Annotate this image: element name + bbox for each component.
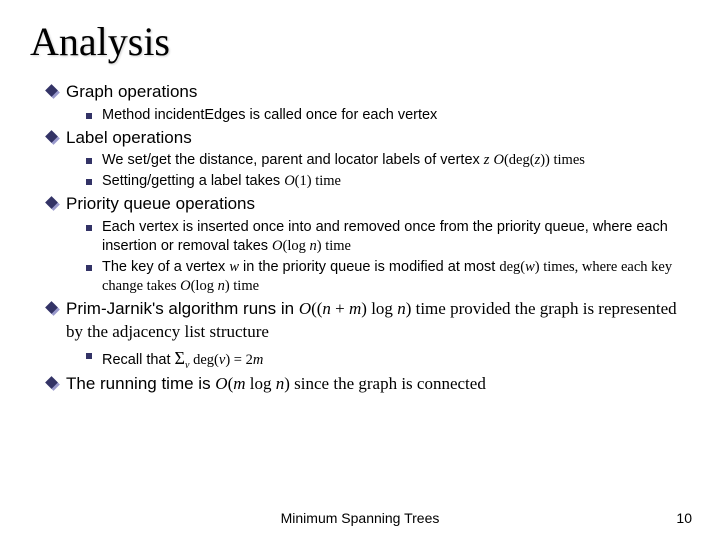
square-icon <box>86 179 92 185</box>
big-o: O <box>215 374 227 393</box>
t: The running time is <box>66 374 215 393</box>
bullet-label-operations: Label operations <box>46 127 690 150</box>
text-graph-sub1: Method incidentEdges is called once for … <box>102 106 437 126</box>
t: (1) time <box>295 173 341 189</box>
square-icon <box>86 113 92 119</box>
var-n: n <box>397 299 406 318</box>
var-n: n <box>218 278 225 294</box>
slide: Analysis Graph operations Method inciden… <box>0 0 720 396</box>
square-icon <box>86 225 92 231</box>
diamond-icon <box>46 86 58 98</box>
text-prim-jarnik: Prim-Jarnik's algorithm runs in O((n + m… <box>66 298 690 344</box>
text-recall: Recall that Σv deg(v) = 2m <box>102 346 263 372</box>
diamond-icon <box>46 198 58 210</box>
subbullet-label-1: We set/get the distance, parent and loca… <box>86 151 690 171</box>
t: ) log <box>361 299 397 318</box>
square-icon <box>86 265 92 271</box>
big-o: O <box>180 278 190 294</box>
t: (( <box>311 299 322 318</box>
var-w: w <box>525 259 535 275</box>
text-graph-ops: Graph operations <box>66 81 197 104</box>
var-w: w <box>229 259 239 275</box>
t: + <box>331 299 349 318</box>
t: ) time <box>317 238 351 254</box>
subbullet-pq-1: Each vertex is inserted once into and re… <box>86 218 690 257</box>
text-label-sub1: We set/get the distance, parent and loca… <box>102 151 585 171</box>
t: ) = 2 <box>225 352 253 368</box>
text-pq-sub1: Each vertex is inserted once into and re… <box>102 218 690 257</box>
bullet-pq-operations: Priority queue operations <box>46 193 690 216</box>
t: We set/get the distance, parent and loca… <box>102 152 484 168</box>
var-n: n <box>276 374 285 393</box>
t: Setting/getting a label takes <box>102 173 284 189</box>
bullet-graph-operations: Graph operations <box>46 81 690 104</box>
t: )) times <box>540 152 585 168</box>
t: Prim-Jarnik's algorithm runs in <box>66 299 299 318</box>
sigma-icon: Σ <box>175 348 185 368</box>
var-m: m <box>233 374 245 393</box>
t: Each vertex is inserted once into and re… <box>102 219 668 255</box>
subbullet-label-2: Setting/getting a label takes O(1) time <box>86 172 690 192</box>
footer-center: Minimum Spanning Trees <box>0 510 720 526</box>
diamond-icon <box>46 303 58 315</box>
bullet-prim-jarnik: Prim-Jarnik's algorithm runs in O((n + m… <box>46 298 690 344</box>
text-pq-ops: Priority queue operations <box>66 193 255 216</box>
t: deg( <box>499 259 525 275</box>
subbullet-recall: Recall that Σv deg(v) = 2m <box>86 346 690 372</box>
text-running-time: The running time is O(m log n) since the… <box>66 373 486 396</box>
t: The key of a vertex <box>102 259 229 275</box>
big-o: O <box>493 152 503 168</box>
var-m: m <box>349 299 361 318</box>
big-o: O <box>272 238 282 254</box>
t: (log <box>283 238 310 254</box>
bullet-running-time: The running time is O(m log n) since the… <box>46 373 690 396</box>
t: log <box>246 374 276 393</box>
var-n: n <box>310 238 317 254</box>
var-n: n <box>322 299 331 318</box>
t: Recall that <box>102 352 175 368</box>
big-o: O <box>299 299 311 318</box>
t: (log <box>191 278 218 294</box>
text-pq-sub2: The key of a vertex w in the priority qu… <box>102 258 690 297</box>
text-label-sub2: Setting/getting a label takes O(1) time <box>102 172 341 192</box>
square-icon <box>86 353 92 359</box>
diamond-icon <box>46 132 58 144</box>
page-number: 10 <box>676 510 692 526</box>
text-label-ops: Label operations <box>66 127 192 150</box>
t: (deg( <box>504 152 535 168</box>
square-icon <box>86 158 92 164</box>
t: deg( <box>189 352 218 368</box>
diamond-icon <box>46 378 58 390</box>
slide-title: Analysis <box>30 18 690 65</box>
subbullet-graph-1: Method incidentEdges is called once for … <box>86 106 690 126</box>
subbullet-pq-2: The key of a vertex w in the priority qu… <box>86 258 690 297</box>
big-o: O <box>284 173 294 189</box>
t: in the priority queue is modified at mos… <box>239 259 499 275</box>
t: ) since the graph is connected <box>284 374 486 393</box>
var-m: m <box>253 352 263 368</box>
t: ) time <box>225 278 259 294</box>
